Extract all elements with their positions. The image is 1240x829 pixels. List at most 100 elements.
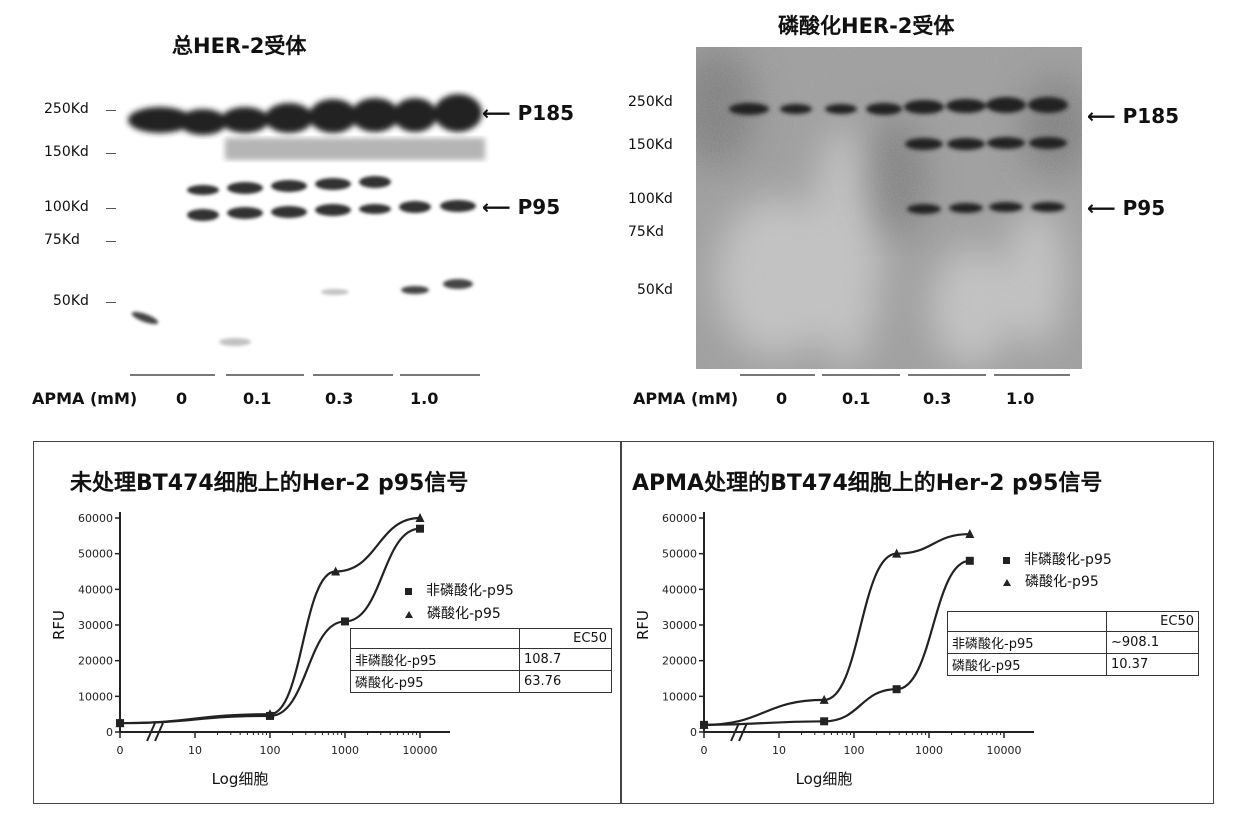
chart-2-ec50-row-label: 磷酸化-p95 (948, 654, 1107, 676)
gel-right-conc-1: 0.1 (842, 389, 870, 408)
gel-right-lane-bar (908, 374, 986, 376)
chart-1-ec50-table: EC50 非磷酸化-p95108.7 磷酸化-p9563.76 (350, 628, 612, 693)
gel-left-tick (106, 208, 116, 209)
chart-1-y-tick-label: 50000 (78, 548, 113, 561)
chart-2-y-axis-label: RFU (634, 610, 652, 640)
square-marker-icon (405, 588, 412, 595)
chart-1-x-axis-label: Log细胞 (212, 770, 269, 788)
chart-1-ec50-row-value: 63.76 (520, 671, 612, 693)
gel-left-conc-2: 0.3 (325, 389, 353, 408)
chart-2-legend-series-2: 磷酸化-p95 (1003, 571, 1099, 591)
chart-1-y-tick-label: 60000 (78, 512, 113, 525)
chart-2-ec50-row-value: ~908.1 (1107, 632, 1199, 654)
gel-right-lane-bar (822, 374, 900, 376)
chart-1-series-1-point (341, 617, 349, 625)
plots-divider (620, 441, 622, 804)
chart-2-ec50-row-label: 非磷酸化-p95 (948, 632, 1107, 654)
chart-2-y-tick-label: 0 (690, 726, 697, 739)
chart-2-x-tick-label: 100 (844, 744, 865, 757)
gel-left-lane-bar (226, 374, 304, 376)
chart-1-legend-label-2: 磷酸化-p95 (427, 606, 501, 622)
gel-right-apma-label: APMA (mM) (633, 389, 738, 408)
chart-1-series-1-point (416, 525, 424, 533)
gel-right-mw-100: 100Kd (628, 191, 673, 207)
chart-2-legend-label-2: 磷酸化-p95 (1025, 574, 1099, 590)
gel-left-p95-label: ⟵ P95 (482, 195, 560, 219)
gel-left-lane-bar (130, 374, 215, 376)
chart-1-x-tick-label: 1000 (331, 744, 359, 757)
gel-right-conc-3: 1.0 (1006, 389, 1034, 408)
chart-1-ec50-header: EC50 (520, 629, 612, 649)
gel-left-mw-75: 75Kd (44, 232, 80, 248)
chart-1-title: 未处理BT474细胞上的Her-2 p95信号 (70, 465, 468, 497)
chart-1-y-tick-label: 20000 (78, 655, 113, 668)
chart-1-legend-series-2: 磷酸化-p95 (405, 603, 501, 623)
gel-left-mw-100: 100Kd (44, 199, 89, 215)
gel-left-mw-50: 50Kd (53, 293, 89, 309)
chart-1-ec50-row-label: 磷酸化-p95 (351, 671, 520, 693)
chart-2-y-tick-label: 30000 (662, 619, 697, 632)
chart-2-y-tick-label: 10000 (662, 690, 697, 703)
gel-right-conc-2: 0.3 (923, 389, 951, 408)
gel-right-p185-text: P185 (1123, 104, 1179, 128)
chart-1-y-tick-label: 0 (106, 726, 113, 739)
triangle-marker-icon (1003, 579, 1011, 586)
chart-2-x-tick-label: 10 (772, 744, 786, 757)
chart-2-series-1-point (966, 557, 974, 565)
chart-2-x-tick-label: 1000 (915, 744, 943, 757)
chart-2-series-1-point (820, 717, 828, 725)
chart-1-series-1-line (120, 529, 420, 723)
gel-left-conc-0: 0 (176, 389, 187, 408)
gel-left-lane-bar (313, 374, 393, 376)
chart-1-ec50-row-label: 非磷酸化-p95 (351, 649, 520, 671)
chart-2-x-axis-label: Log细胞 (796, 770, 853, 788)
chart-1-ec50-row-value: 108.7 (520, 649, 612, 671)
gel-left-tick (106, 241, 116, 242)
chart-2-series-2-line (704, 534, 970, 725)
chart-2-y-tick-label: 40000 (662, 583, 697, 596)
chart-1-x-tick-label: 0 (117, 744, 124, 757)
chart-1-y-tick-label: 10000 (78, 690, 113, 703)
chart-2-ec50-row-value: 10.37 (1107, 654, 1199, 676)
gel-right-p185-label: ⟵ P185 (1087, 104, 1179, 128)
gel-left-mw-250: 250Kd (44, 101, 89, 117)
chart-2-x-tick-label: 0 (701, 744, 708, 757)
chart-1-y-tick-label: 30000 (78, 619, 113, 632)
chart-1-legend-label-1: 非磷酸化-p95 (426, 583, 514, 599)
gel-right-mw-150: 150Kd (628, 137, 673, 153)
gel-right-conc-0: 0 (776, 389, 787, 408)
chart-1-x-tick-label: 10 (188, 744, 202, 757)
gel-left-mw-150: 150Kd (44, 144, 89, 160)
chart-2-y-tick-label: 20000 (662, 655, 697, 668)
gel-right-lane-bar (740, 374, 815, 376)
gel-right-mw-50: 50Kd (637, 282, 673, 298)
gel-right-p95-text: P95 (1123, 196, 1166, 220)
chart-1-y-tick-label: 40000 (78, 583, 113, 596)
gel-left-tick (106, 110, 116, 111)
gel-left-tick (106, 302, 116, 303)
chart-2-legend-series-1: 非磷酸化-p95 (1003, 549, 1112, 569)
chart-1-x-tick-label: 100 (260, 744, 281, 757)
chart-2-series-1-line (704, 561, 970, 725)
chart-2-ec50-table: EC50 非磷酸化-p95~908.1 磷酸化-p9510.37 (947, 611, 1199, 676)
gel-left-p95-text: P95 (518, 195, 561, 219)
gel-right-image (696, 47, 1082, 369)
gel-left-tick (106, 153, 116, 154)
gel-left-p185-text: P185 (518, 101, 574, 125)
gel-right-mw-250: 250Kd (628, 94, 673, 110)
chart-1-x-tick-label: 10000 (403, 744, 438, 757)
gel-right-mw-75: 75Kd (628, 224, 664, 240)
gel-right-p95-label: ⟵ P95 (1087, 196, 1165, 220)
triangle-marker-icon (405, 611, 413, 618)
gel-left-apma-label: APMA (mM) (32, 389, 137, 408)
gel-left-conc-3: 1.0 (410, 389, 438, 408)
gel-right-lane-bar (994, 374, 1070, 376)
chart-1-legend-series-1: 非磷酸化-p95 (405, 580, 514, 600)
chart-1-y-axis-label: RFU (50, 610, 68, 640)
chart-2-legend-label-1: 非磷酸化-p95 (1024, 552, 1112, 568)
square-marker-icon (1003, 557, 1010, 564)
chart-2-y-tick-label: 60000 (662, 512, 697, 525)
chart-2-ec50-header: EC50 (1107, 612, 1199, 632)
gel-left-conc-1: 0.1 (243, 389, 271, 408)
chart-2-title: APMA处理的BT474细胞上的Her-2 p95信号 (632, 465, 1102, 497)
